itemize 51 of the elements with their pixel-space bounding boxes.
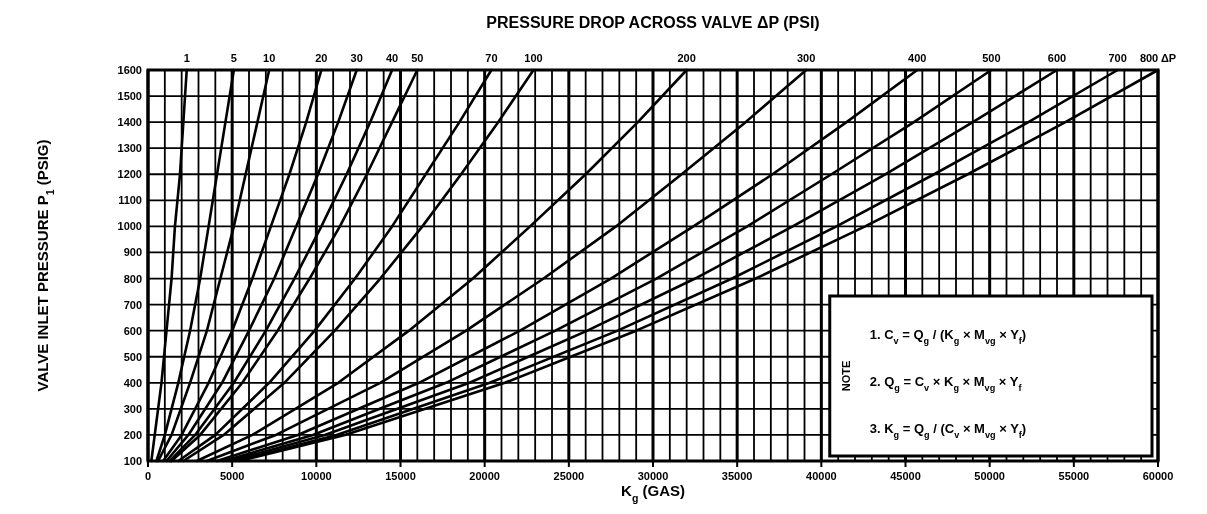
series-label: 70 [485, 52, 498, 64]
x-axis-title: K$_{g}$ (GAS) [621, 482, 685, 504]
x-tick-label: 5000 [219, 470, 245, 482]
y-tick-label: 300 [123, 402, 142, 415]
y-tick-label: 1300 [117, 142, 142, 155]
series-label: 500 [982, 52, 1001, 64]
series-label: 20 [315, 52, 328, 64]
series-label: 5 [230, 52, 237, 64]
y-tick-label: 200 [123, 428, 142, 441]
series-label: 30 [350, 52, 363, 64]
x-tick-label: 60000 [1142, 470, 1174, 482]
y-tick-label: 1400 [117, 116, 142, 129]
text: 3. K$_{g}$ = Q$_{g}$ / (C$_{v}$ × M$_{vg}$ × Y$_{f}$) [869, 420, 1027, 440]
y-tick-label: 500 [123, 350, 142, 363]
x-tick-label: 55000 [1058, 470, 1090, 482]
chart-title: PRESSURE DROP ACROSS VALVE ΔP (PSI) [486, 14, 820, 31]
series-label: 40 [385, 52, 399, 64]
series-label: 700 [1108, 52, 1127, 64]
y-tick-label: 700 [123, 298, 142, 311]
y-tick-label: 1200 [117, 168, 142, 181]
series-label: 600 [1047, 52, 1067, 64]
series-label: 50 [411, 52, 424, 64]
x-tick-label: 0 [144, 470, 152, 482]
series-label: 400 [908, 52, 927, 64]
y-tick-label: 1100 [118, 194, 142, 207]
series-label: 1 [183, 52, 190, 64]
y-tick-label: 1000 [117, 220, 142, 233]
x-tick-label: 50000 [974, 470, 1005, 482]
x-tick-label: 45000 [890, 470, 921, 482]
x-tick-label: 25000 [553, 470, 585, 482]
text: 1. C$_{v}$ = Q$_{g}$ / (K$_{g}$ × M$_{vg}$ × Y$_{f}$) [869, 327, 1027, 347]
x-tick-label: 30000 [637, 470, 669, 482]
series-label: 10 [263, 52, 276, 64]
text: 2. Q$_{g}$ = C$_{v}$ × K$_{g}$ × M$_{vg}$ × Y$_{f}$ [869, 374, 1022, 393]
x-tick-label: 10000 [301, 470, 332, 482]
x-tick-label: 20000 [469, 470, 500, 482]
y-tick-label: 800 [123, 272, 142, 285]
y-tick-label: 600 [123, 324, 142, 337]
x-tick-label: 35000 [721, 470, 753, 482]
y-tick-label: 100 [123, 455, 142, 467]
y-tick-label: 900 [123, 246, 142, 259]
series-label: 200 [677, 52, 696, 64]
y-tick-label: 1600 [117, 64, 142, 76]
y-tick-label: 1500 [117, 90, 142, 103]
series-label: 300 [797, 52, 816, 64]
y-tick-label: 400 [123, 376, 142, 389]
series-label: 100 [524, 52, 543, 64]
series-label: 800 ΔP [1139, 52, 1177, 64]
annotation: NOTE [839, 360, 852, 392]
x-tick-label: 15000 [385, 470, 416, 482]
x-tick-label: 40000 [806, 470, 837, 482]
